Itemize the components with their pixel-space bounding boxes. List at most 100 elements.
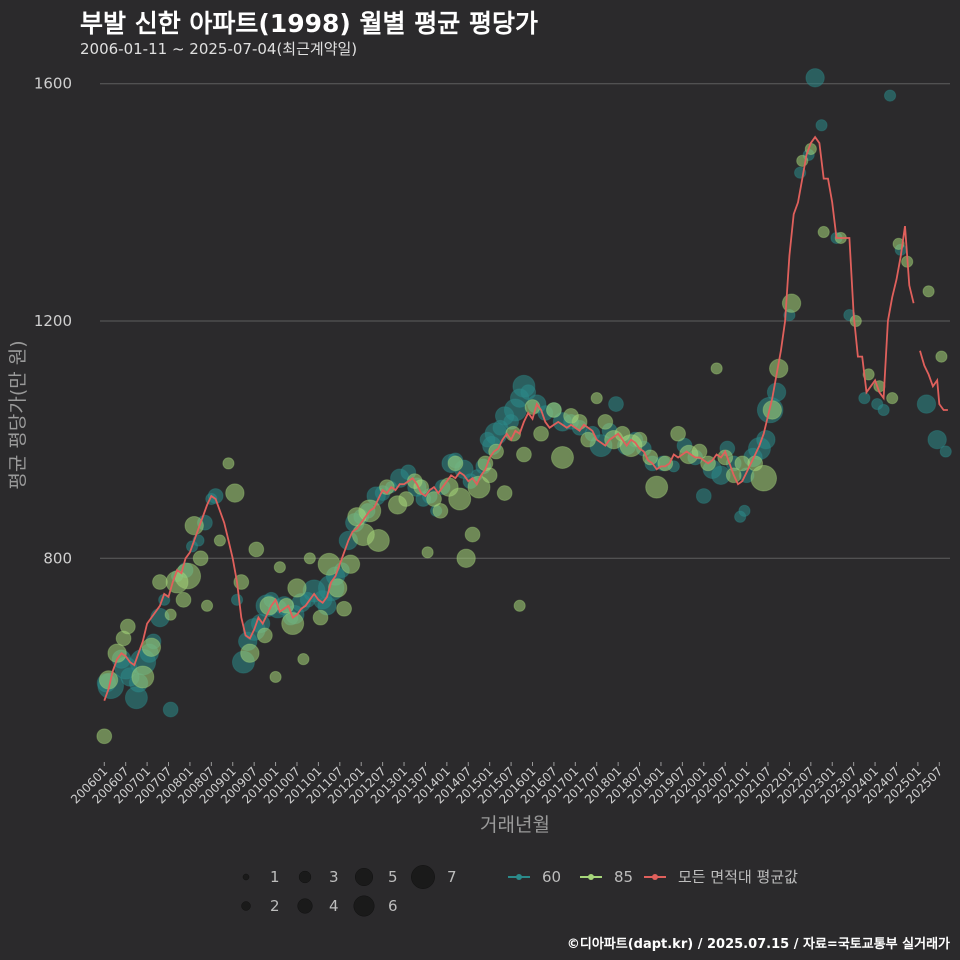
point-85 [862, 368, 875, 381]
point-60 [916, 394, 937, 414]
point-60 [766, 382, 787, 402]
legend-size-5 [354, 867, 374, 887]
point-85 [240, 643, 260, 663]
legend-dot-avg [652, 874, 658, 880]
point-85 [849, 314, 862, 328]
point-85 [248, 541, 265, 558]
point-85 [432, 502, 449, 519]
point-85 [297, 653, 310, 666]
legend-series-label: 60 [542, 868, 561, 886]
point-85 [448, 487, 472, 511]
point-85 [225, 483, 245, 503]
point-60 [162, 701, 179, 718]
point-60 [756, 429, 776, 450]
chart-subtitle: 2006-01-11 ~ 2025-07-04(최근계약일) [80, 40, 358, 58]
point-85 [184, 515, 204, 536]
chart-title: 부발 신한 아파트(1998) 월별 평균 평당가 [80, 9, 538, 38]
point-85 [631, 431, 648, 448]
point-60 [858, 392, 871, 405]
point-60 [520, 384, 537, 401]
point-85 [107, 643, 127, 663]
legend-size-7 [411, 865, 435, 889]
legend-size-label: 3 [329, 868, 339, 886]
point-60 [738, 504, 751, 517]
legend-dot-85 [588, 874, 594, 880]
point-85 [645, 475, 669, 499]
point-85 [398, 491, 415, 507]
y-tick-label: 800 [43, 549, 72, 567]
point-85 [935, 350, 948, 363]
point-85 [580, 431, 597, 448]
footer-credit: ©디아파트(dapt.kr) / 2025.07.15 / 자료=국토교통부 실… [566, 937, 950, 952]
point-85 [426, 491, 442, 507]
point-85 [327, 578, 348, 598]
y-axis-ticks: 800 1200 1600 [34, 75, 72, 568]
point-85 [96, 728, 113, 745]
point-85 [119, 618, 136, 635]
x-axis-title: 거래년월 [480, 814, 550, 836]
point-85 [303, 552, 316, 565]
point-85 [710, 362, 723, 375]
legend-size-6 [353, 895, 375, 917]
point-85 [524, 399, 541, 415]
legend-size-label: 5 [388, 868, 398, 886]
point-85 [174, 562, 202, 590]
point-60 [608, 396, 624, 412]
legend-series-label: 모든 면적대 평균값 [678, 868, 798, 886]
point-85 [200, 599, 214, 612]
point-60 [815, 119, 828, 132]
point-85 [273, 561, 286, 574]
point-85 [175, 591, 192, 608]
point-60 [207, 488, 224, 504]
point-85 [817, 225, 830, 239]
point-85 [421, 546, 434, 559]
average-line-segment-1 [919, 350, 948, 411]
y-axis-title: 평균 평당가(만 원) [7, 340, 29, 489]
legend-size-2 [241, 901, 251, 911]
point-85 [691, 443, 708, 460]
point-85 [256, 627, 273, 644]
point-85 [131, 665, 155, 689]
point-85 [670, 425, 686, 442]
point-85 [590, 392, 603, 405]
point-85 [141, 637, 162, 657]
point-85 [312, 609, 329, 626]
point-85 [456, 548, 476, 569]
point-85 [213, 534, 226, 547]
legend-size-label: 4 [329, 897, 339, 915]
point-85 [152, 574, 168, 590]
point-85 [464, 526, 481, 543]
y-tick-label: 1600 [34, 75, 72, 93]
point-60 [927, 429, 947, 450]
point-60 [883, 89, 897, 102]
point-60 [877, 403, 890, 417]
point-85 [546, 402, 562, 418]
point-85 [762, 400, 782, 420]
point-85 [516, 446, 532, 463]
point-85 [336, 600, 352, 617]
point-85 [533, 425, 549, 442]
legend-size-label: 2 [270, 897, 280, 915]
point-85 [222, 457, 235, 470]
point-85 [550, 445, 574, 469]
point-85 [750, 464, 778, 492]
point-85 [281, 612, 305, 636]
average-line [103, 135, 948, 702]
point-85 [413, 479, 430, 496]
legend-size-label: 6 [388, 897, 398, 915]
point-85 [340, 554, 361, 574]
point-85 [467, 475, 491, 499]
point-60 [939, 445, 952, 458]
point-85 [366, 529, 390, 553]
point-85 [481, 467, 498, 484]
point-85 [287, 578, 307, 598]
point-85 [192, 550, 209, 567]
point-85 [597, 413, 614, 430]
y-tick-label: 1200 [34, 312, 72, 330]
legend: 1 2 3 4 5 6 7 60 85 모든 면적대 평균값 [241, 865, 798, 917]
legend-series-label: 85 [614, 868, 633, 886]
legend-size-3 [298, 870, 312, 884]
point-60 [230, 593, 244, 606]
point-85 [513, 599, 526, 612]
